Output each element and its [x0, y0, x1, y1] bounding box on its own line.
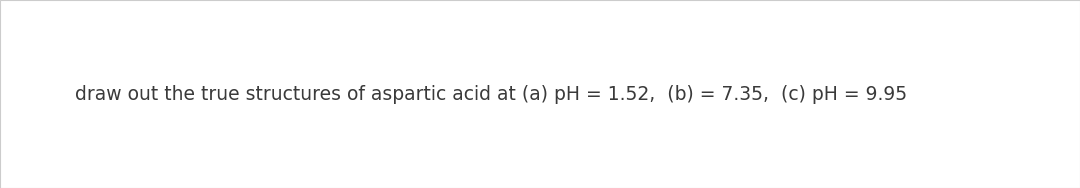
Text: draw out the true structures of aspartic acid at (a) pH = 1.52,  (b) = 7.35,  (c: draw out the true structures of aspartic… — [75, 84, 907, 104]
